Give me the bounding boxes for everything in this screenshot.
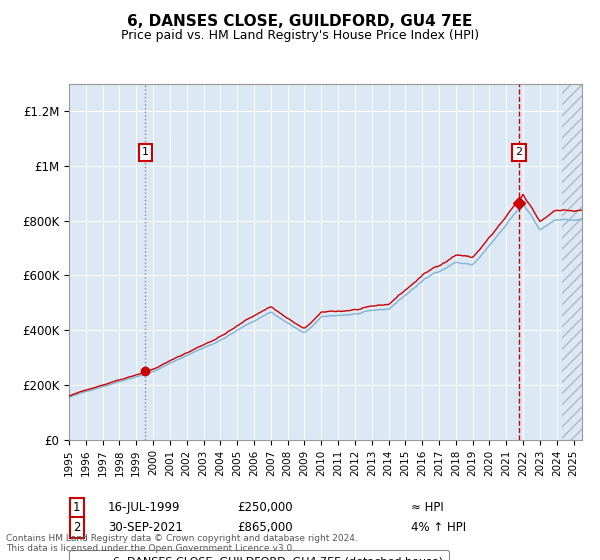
Text: 16-JUL-1999: 16-JUL-1999 — [108, 501, 181, 515]
Text: ≈ HPI: ≈ HPI — [411, 501, 444, 515]
Legend: 6, DANSES CLOSE, GUILDFORD, GU4 7EE (detached house), HPI: Average price, detach: 6, DANSES CLOSE, GUILDFORD, GU4 7EE (det… — [70, 550, 449, 560]
Text: Contains HM Land Registry data © Crown copyright and database right 2024.
This d: Contains HM Land Registry data © Crown c… — [6, 534, 358, 553]
Text: Price paid vs. HM Land Registry's House Price Index (HPI): Price paid vs. HM Land Registry's House … — [121, 29, 479, 42]
Text: 2: 2 — [515, 147, 523, 157]
Text: 30-SEP-2021: 30-SEP-2021 — [108, 521, 183, 534]
Text: £865,000: £865,000 — [237, 521, 293, 534]
Text: 1: 1 — [73, 501, 80, 515]
Text: 2: 2 — [73, 521, 80, 534]
Text: 4% ↑ HPI: 4% ↑ HPI — [411, 521, 466, 534]
Text: £250,000: £250,000 — [237, 501, 293, 515]
Text: 6, DANSES CLOSE, GUILDFORD, GU4 7EE: 6, DANSES CLOSE, GUILDFORD, GU4 7EE — [127, 14, 473, 29]
Text: 1: 1 — [142, 147, 149, 157]
